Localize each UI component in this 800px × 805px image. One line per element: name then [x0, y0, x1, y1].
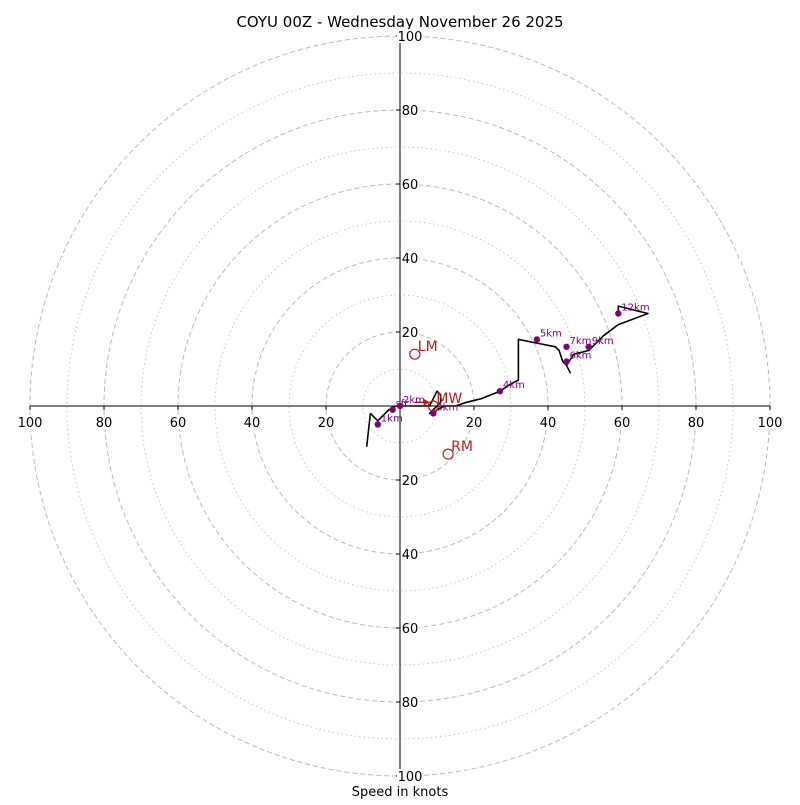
- height-label-5km: 5km: [540, 328, 562, 339]
- storm-motion-lm-label: LM: [418, 339, 438, 355]
- y-tick-label-pos-60: 60: [402, 178, 419, 193]
- y-tick-label-neg-100-bg: [397, 769, 423, 783]
- x-tick-label-pos-40: 40: [540, 416, 557, 431]
- x-tick-label-neg-20: 20: [318, 416, 335, 431]
- y-tick-label-pos-40-bg: [401, 251, 419, 265]
- x-axis-label: Speed in knots: [352, 785, 449, 800]
- y-tick-label-neg-100: 100: [398, 770, 423, 785]
- hodograph-trace-layer: [365, 305, 649, 447]
- height-label-2km: 2km: [403, 395, 425, 406]
- y-tick-label-neg-40-bg: [401, 547, 419, 561]
- height-marker-2km: [396, 402, 404, 410]
- y-tick-label-neg-20: 20: [402, 474, 419, 489]
- height-label-9km: 9km: [592, 336, 614, 347]
- hodograph-trace: [365, 305, 649, 447]
- height-marker-7km: [563, 343, 570, 350]
- x-tick-label-pos-60: 60: [614, 416, 631, 431]
- y-tick-label-pos-20-bg: [401, 325, 419, 339]
- x-tick-label-pos-100: 100: [758, 416, 783, 431]
- y-tick-label-neg-40: 40: [402, 548, 419, 563]
- y-tick-label-pos-100: 100: [398, 30, 423, 45]
- axes: 100 80 60 40 20 20 40 60 80 100 100 80 60 40 20 20 40 60 8…: [17, 29, 783, 785]
- height-label-1km: 1km: [381, 414, 403, 425]
- y-tick-label-pos-80: 80: [402, 104, 419, 119]
- height-label-7km: 7km: [570, 336, 592, 347]
- x-tick-label-pos-80: 80: [688, 416, 705, 431]
- height-label-sfc: sfc: [396, 399, 410, 410]
- x-tick-label-neg-100-bg: [17, 415, 43, 429]
- x-tick-label-pos-80-bg: [687, 415, 705, 429]
- x-tick-label-neg-80-bg: [95, 415, 113, 429]
- height-label-4km: 4km: [503, 380, 525, 391]
- storm-motion-markers: LM MW RM: [409, 339, 473, 460]
- height-marker-4km: [496, 388, 504, 395]
- y-tick-label-pos-100-bg: [397, 29, 423, 43]
- y-tick-label-neg-20-bg: [401, 473, 419, 487]
- height-label-6km: 6km: [570, 351, 592, 362]
- height-marker-5km: [533, 336, 541, 343]
- x-tick-label-neg-60: 60: [170, 416, 187, 431]
- x-tick-label-neg-40-bg: [243, 415, 261, 429]
- x-tick-label-neg-80: 80: [96, 416, 113, 431]
- storm-motion-mw-label: MW: [436, 391, 462, 407]
- y-tick-label-pos-80-bg: [401, 103, 419, 117]
- y-tick-label-pos-40: 40: [402, 252, 419, 267]
- y-tick-label-neg-80: 80: [402, 696, 419, 711]
- x-tick-label-pos-20: 20: [466, 416, 483, 431]
- x-tick-label-pos-100-bg: [757, 415, 783, 429]
- x-tick-label-pos-40-bg: [539, 415, 557, 429]
- height-marker-3km: [430, 410, 437, 417]
- y-tick-label-neg-60: 60: [402, 622, 419, 637]
- x-tick-label-neg-60-bg: [169, 415, 187, 429]
- height-marker-6km: [563, 358, 570, 365]
- x-tick-label-neg-100: 100: [18, 416, 43, 431]
- mean-wind-arrow-head: [423, 398, 430, 406]
- height-marker-12km: [615, 310, 622, 317]
- x-tick-label-pos-60-bg: [613, 415, 631, 429]
- height-label-3km: 3km: [436, 402, 458, 413]
- height-marker-9km: [585, 343, 592, 350]
- storm-motion-mw-marker: [427, 400, 439, 412]
- y-tick-label-pos-60-bg: [401, 177, 419, 191]
- y-tick-label-neg-80-bg: [401, 695, 419, 709]
- height-marker-sfc: [389, 406, 396, 413]
- height-marker-1km: [374, 421, 381, 428]
- storm-motion-lm-marker: [409, 348, 421, 360]
- storm-motion-rm-label: RM: [451, 439, 473, 455]
- x-tick-label-neg-40: 40: [244, 416, 261, 431]
- y-tick-label-pos-20: 20: [402, 326, 419, 341]
- y-tick-label-neg-60-bg: [401, 621, 419, 635]
- x-tick-label-pos-20-bg: [465, 415, 483, 429]
- height-label-12km: 12km: [621, 303, 649, 314]
- chart-title: COYU 00Z - Wednesday November 26 2025: [236, 13, 563, 31]
- x-tick-label-neg-20-bg: [317, 415, 335, 429]
- storm-motion-rm-marker: [442, 448, 454, 460]
